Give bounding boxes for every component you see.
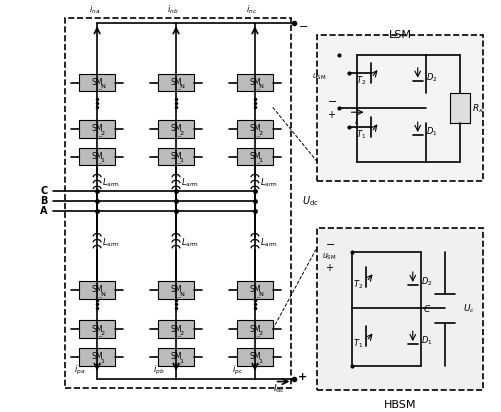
Text: $-$: $-$ [298,21,308,30]
Text: _2: _2 [98,130,105,136]
Text: $i_{na}$: $i_{na}$ [88,3,100,16]
Text: _1: _1 [98,358,105,364]
FancyBboxPatch shape [158,148,193,166]
Text: $T_2$: $T_2$ [356,75,366,87]
Text: $R_x$: $R_x$ [471,102,483,115]
Text: _1: _1 [256,358,263,364]
FancyBboxPatch shape [158,321,193,338]
Text: $L_{\rm arm}$: $L_{\rm arm}$ [260,177,277,190]
Text: $L_{\rm arm}$: $L_{\rm arm}$ [180,177,198,190]
Text: $\mathrm{SM}$: $\mathrm{SM}$ [169,150,182,161]
Text: $U_{\rm dc}$: $U_{\rm dc}$ [302,194,319,208]
FancyBboxPatch shape [236,321,272,338]
Text: $i$: $i$ [354,115,358,126]
FancyBboxPatch shape [236,281,272,299]
Text: $D_2$: $D_2$ [425,71,436,84]
Text: $+$: $+$ [324,262,333,273]
FancyBboxPatch shape [79,281,115,299]
Text: _N: _N [98,84,106,89]
Text: _2: _2 [177,130,184,136]
Text: _N: _N [177,84,184,89]
Text: $\mathrm{SM}$: $\mathrm{SM}$ [248,76,261,87]
FancyBboxPatch shape [317,227,482,391]
Text: $L_{\rm arm}$: $L_{\rm arm}$ [102,236,120,249]
Text: $\mathrm{SM}$: $\mathrm{SM}$ [91,350,103,361]
Text: _N: _N [98,291,106,297]
Text: _2: _2 [256,130,263,136]
FancyBboxPatch shape [317,35,482,181]
Text: $\mathrm{SM}$: $\mathrm{SM}$ [169,76,182,87]
Text: $\mathrm{SM}$: $\mathrm{SM}$ [169,283,182,294]
FancyBboxPatch shape [236,120,272,138]
Text: $C$: $C$ [423,303,431,314]
Text: $i_{nc}$: $i_{nc}$ [246,3,257,16]
Text: $i_{pc}$: $i_{pc}$ [231,364,242,377]
Text: $L_{\rm arm}$: $L_{\rm arm}$ [102,177,120,190]
Text: $\mathrm{SM}$: $\mathrm{SM}$ [248,283,261,294]
FancyBboxPatch shape [79,74,115,91]
Text: _1: _1 [256,158,263,164]
Text: $\mathrm{SM}$: $\mathrm{SM}$ [248,350,261,361]
Text: $T_1$: $T_1$ [353,338,363,350]
Text: $D_1$: $D_1$ [420,335,431,347]
Text: $\mathrm{SM}$: $\mathrm{SM}$ [248,122,261,133]
Text: _1: _1 [177,358,184,364]
Text: $\mathrm{SM}$: $\mathrm{SM}$ [248,150,261,161]
Text: $U_c$: $U_c$ [462,302,474,315]
Text: _1: _1 [177,158,184,164]
Text: $T_1$: $T_1$ [356,129,366,141]
Text: +: + [298,372,307,382]
Text: _1: _1 [98,158,105,164]
Text: $\mathrm{SM}$: $\mathrm{SM}$ [169,323,182,334]
Text: _N: _N [177,291,184,297]
FancyBboxPatch shape [79,321,115,338]
Text: $-$: $-$ [324,239,335,248]
FancyBboxPatch shape [158,348,193,366]
Text: $u_{\rm SM}$: $u_{\rm SM}$ [312,71,326,82]
Text: $\mathrm{SM}$: $\mathrm{SM}$ [91,323,103,334]
Text: $\mathrm{SM}$: $\mathrm{SM}$ [91,283,103,294]
Text: $+$: $+$ [326,109,335,119]
Text: C: C [41,186,48,196]
Text: $-$: $-$ [326,95,336,105]
FancyBboxPatch shape [449,94,469,123]
FancyBboxPatch shape [236,348,272,366]
Text: $\mathrm{SM}$: $\mathrm{SM}$ [169,350,182,361]
Text: $i_{nb}$: $i_{nb}$ [167,3,178,16]
Text: _2: _2 [98,330,105,336]
Text: $i_{pb}$: $i_{pb}$ [152,364,164,377]
FancyBboxPatch shape [158,120,193,138]
FancyBboxPatch shape [236,74,272,91]
Text: $D_1$: $D_1$ [425,126,436,138]
Text: $\mathrm{SM}$: $\mathrm{SM}$ [91,76,103,87]
Text: $L_{\rm arm}$: $L_{\rm arm}$ [260,236,277,249]
Text: $I_{\rm dc}$: $I_{\rm dc}$ [272,382,284,395]
Text: $i_{pa}$: $i_{pa}$ [74,364,85,377]
Text: $\mathrm{SM}$: $\mathrm{SM}$ [91,150,103,161]
Text: $D_2$: $D_2$ [420,276,431,288]
Text: $u_{\rm SM}$: $u_{\rm SM}$ [321,252,336,262]
FancyBboxPatch shape [158,74,193,91]
FancyBboxPatch shape [79,148,115,166]
Text: A: A [40,206,48,216]
FancyBboxPatch shape [158,281,193,299]
Text: $\mathrm{SM}$: $\mathrm{SM}$ [91,122,103,133]
Text: _2: _2 [177,330,184,336]
FancyBboxPatch shape [79,348,115,366]
Text: _2: _2 [256,330,263,336]
Text: _N: _N [256,84,264,89]
Text: $L_{\rm arm}$: $L_{\rm arm}$ [180,236,198,249]
Text: LSM: LSM [388,30,411,40]
Text: $\mathrm{SM}$: $\mathrm{SM}$ [248,323,261,334]
Text: $T_2$: $T_2$ [353,279,363,291]
Text: HBSM: HBSM [383,400,415,410]
Text: B: B [40,196,48,206]
Text: _N: _N [256,291,264,297]
FancyBboxPatch shape [236,148,272,166]
FancyBboxPatch shape [79,120,115,138]
Text: $\mathrm{SM}$: $\mathrm{SM}$ [169,122,182,133]
